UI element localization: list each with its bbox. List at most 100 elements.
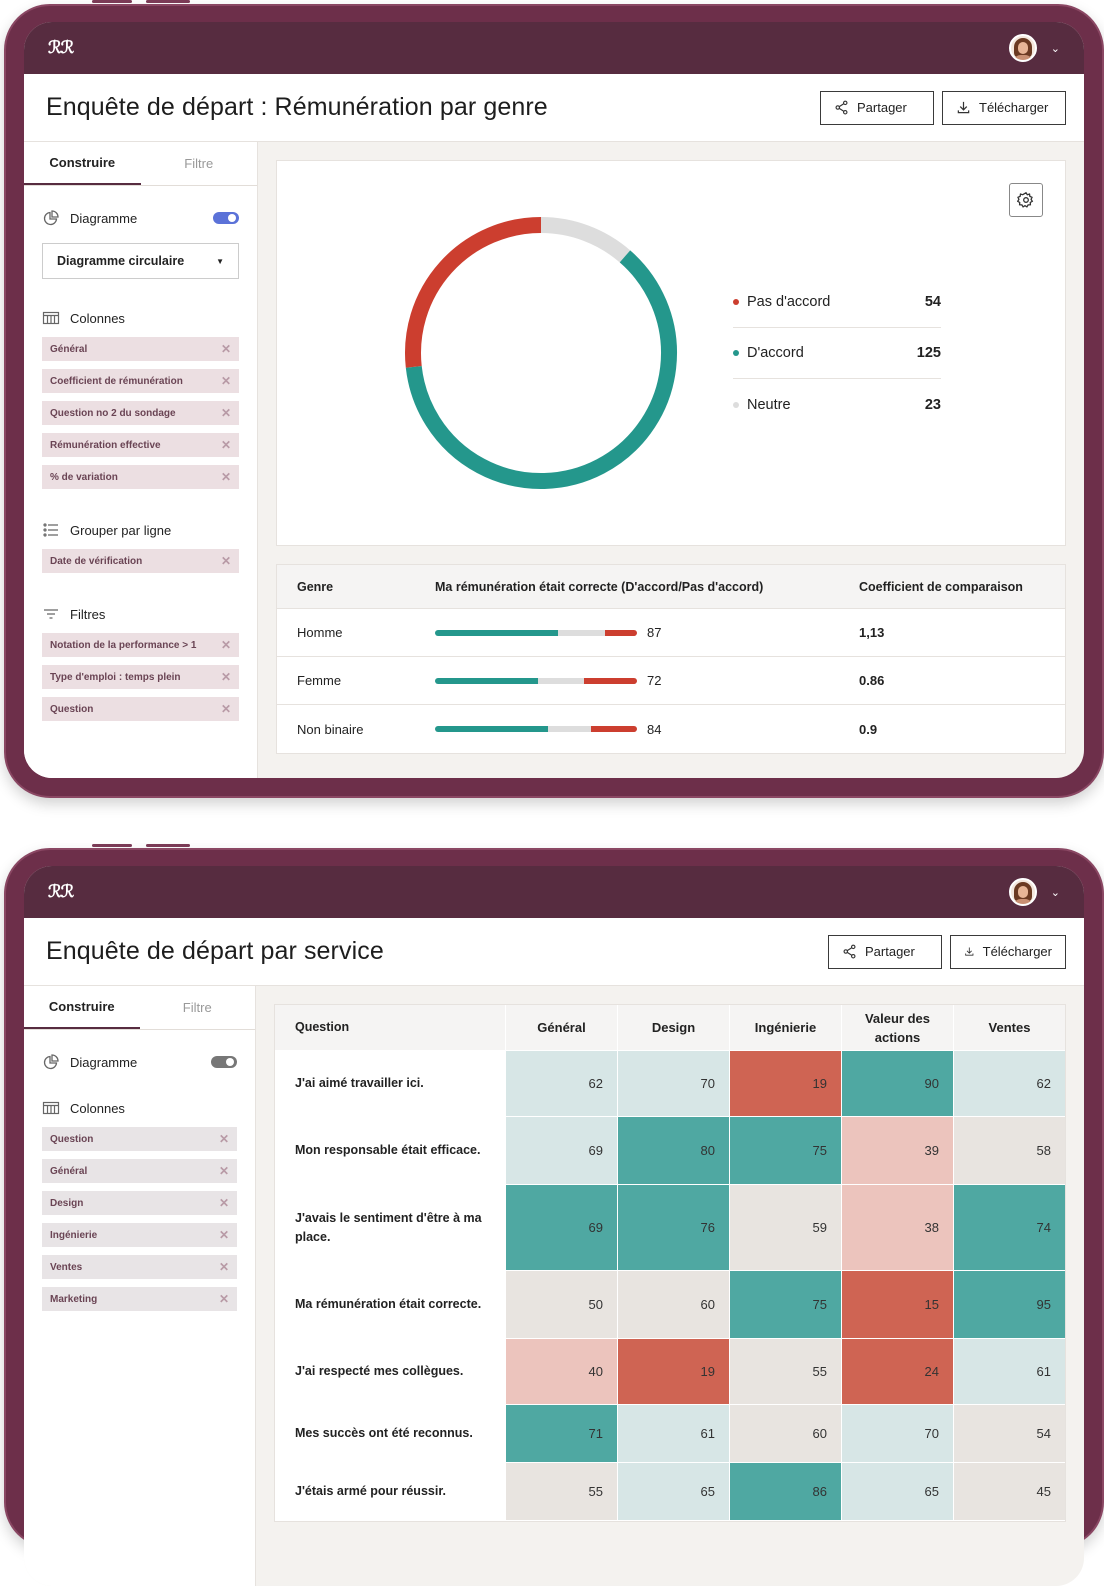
heatmap-cell[interactable]: 55 xyxy=(505,1463,617,1520)
heatmap-cell[interactable]: 69 xyxy=(505,1185,617,1270)
heatmap-cell[interactable]: 61 xyxy=(617,1405,729,1462)
heatmap-cell[interactable]: 59 xyxy=(729,1185,841,1270)
heatmap-cell[interactable]: 40 xyxy=(505,1339,617,1404)
share-button[interactable]: Partager xyxy=(828,934,942,969)
filter-chip[interactable]: Question ✕ xyxy=(42,697,239,721)
heatmap-cell[interactable]: 90 xyxy=(841,1051,953,1116)
table-row[interactable]: Femme 72 0.86 xyxy=(277,657,1065,705)
heatmap-cell[interactable]: 86 xyxy=(729,1463,841,1520)
close-icon[interactable]: ✕ xyxy=(220,670,231,684)
tab-construire[interactable]: Construire xyxy=(24,142,141,185)
column-chip[interactable]: % de variation ✕ xyxy=(42,465,239,489)
close-icon[interactable]: ✕ xyxy=(220,638,231,652)
donut-slice-2[interactable] xyxy=(540,217,631,263)
tab-filtre[interactable]: Filtre xyxy=(182,1000,212,1015)
heatmap-cell[interactable]: 70 xyxy=(841,1405,953,1462)
table-row[interactable]: Ma rémunération était correcte. 50 60 75 15 9… xyxy=(275,1271,1065,1339)
heatmap-cell[interactable]: 76 xyxy=(617,1185,729,1270)
user-menu[interactable]: ⌄ xyxy=(1008,878,1060,906)
tab-filtre[interactable]: Filtre xyxy=(184,156,214,171)
group-chip[interactable]: Date de vérification ✕ xyxy=(42,549,239,573)
heatmap-cell[interactable]: 75 xyxy=(729,1117,841,1184)
app-logo[interactable]: ℛℛ xyxy=(48,38,74,58)
column-chip[interactable]: Général ✕ xyxy=(42,1159,237,1183)
table-row[interactable]: J'ai aimé travailler ici. 62 70 19 90 62 xyxy=(275,1051,1065,1117)
app-logo[interactable]: ℛℛ xyxy=(48,882,74,902)
close-icon[interactable]: ✕ xyxy=(218,1228,229,1242)
chevron-down-icon[interactable]: ⌄ xyxy=(1050,886,1060,899)
heatmap-cell[interactable]: 39 xyxy=(841,1117,953,1184)
heatmap-cell[interactable]: 38 xyxy=(841,1185,953,1270)
close-icon[interactable]: ✕ xyxy=(218,1260,229,1274)
heatmap-cell[interactable]: 75 xyxy=(729,1271,841,1338)
heatmap-cell[interactable]: 65 xyxy=(841,1463,953,1520)
heatmap-cell[interactable]: 71 xyxy=(505,1405,617,1462)
donut-slice-0[interactable] xyxy=(405,217,542,368)
close-icon[interactable]: ✕ xyxy=(220,554,231,568)
heatmap-cell[interactable]: 55 xyxy=(729,1339,841,1404)
download-button[interactable]: Télécharger xyxy=(942,90,1066,125)
share-button[interactable]: Partager xyxy=(820,90,934,125)
close-icon[interactable]: ✕ xyxy=(218,1132,229,1146)
column-chip[interactable]: Général ✕ xyxy=(42,337,239,361)
heatmap-cell[interactable]: 24 xyxy=(841,1339,953,1404)
heatmap-cell[interactable]: 65 xyxy=(617,1463,729,1520)
heatmap-cell[interactable]: 19 xyxy=(617,1339,729,1404)
column-chip[interactable]: Ventes ✕ xyxy=(42,1255,237,1279)
table-row[interactable]: J'ai respecté mes collègues. 40 19 55 24 61 xyxy=(275,1339,1065,1405)
close-icon[interactable]: ✕ xyxy=(220,342,231,356)
column-chip[interactable]: Question ✕ xyxy=(42,1127,237,1151)
legend-label: D'accord xyxy=(747,345,804,361)
table-row[interactable]: J'avais le sentiment d'être à ma place. 6… xyxy=(275,1185,1065,1271)
heatmap-cell[interactable]: 19 xyxy=(729,1051,841,1116)
heatmap-cell[interactable]: 70 xyxy=(617,1051,729,1116)
heatmap-cell[interactable]: 54 xyxy=(953,1405,1065,1462)
settings-button[interactable] xyxy=(1009,183,1043,217)
close-icon[interactable]: ✕ xyxy=(220,470,231,484)
heatmap-cell[interactable]: 61 xyxy=(953,1339,1065,1404)
heatmap-cell[interactable]: 50 xyxy=(505,1271,617,1338)
chart-toggle[interactable] xyxy=(213,212,239,224)
close-icon[interactable]: ✕ xyxy=(218,1164,229,1178)
table-row[interactable]: Mes succès ont été reconnus. 71 61 60 70 54 xyxy=(275,1405,1065,1463)
close-icon[interactable]: ✕ xyxy=(218,1196,229,1210)
close-icon[interactable]: ✕ xyxy=(220,438,231,452)
table-row[interactable]: J'étais armé pour réussir. 55 65 86 65 45 xyxy=(275,1463,1065,1521)
donut-slice-1[interactable] xyxy=(405,250,677,489)
heatmap-cell[interactable]: 62 xyxy=(505,1051,617,1116)
heatmap-cell[interactable]: 80 xyxy=(617,1117,729,1184)
chart-section-label: Diagramme xyxy=(70,1054,138,1070)
close-icon[interactable]: ✕ xyxy=(218,1292,229,1306)
avatar[interactable] xyxy=(1008,34,1037,62)
filter-chip[interactable]: Type d'emploi : temps plein ✕ xyxy=(42,665,239,689)
column-chip[interactable]: Marketing ✕ xyxy=(42,1287,237,1311)
column-chip[interactable]: Question no 2 du sondage ✕ xyxy=(42,401,239,425)
chart-type-select[interactable]: Diagramme circulaire ▼ xyxy=(42,243,239,279)
table-row[interactable]: Mon responsable était efficace. 69 80 75 39 5… xyxy=(275,1117,1065,1185)
chevron-down-icon[interactable]: ⌄ xyxy=(1050,42,1060,55)
tab-construire[interactable]: Construire xyxy=(24,986,140,1029)
table-row[interactable]: Homme 87 1,13 xyxy=(277,609,1065,657)
heatmap-cell[interactable]: 95 xyxy=(953,1271,1065,1338)
close-icon[interactable]: ✕ xyxy=(220,406,231,420)
chart-toggle[interactable] xyxy=(211,1056,237,1068)
heatmap-cell[interactable]: 60 xyxy=(617,1271,729,1338)
column-chip[interactable]: Rémunération effective ✕ xyxy=(42,433,239,457)
close-icon[interactable]: ✕ xyxy=(220,702,231,716)
column-chip[interactable]: Coefficient de rémunération ✕ xyxy=(42,369,239,393)
heatmap-cell[interactable]: 60 xyxy=(729,1405,841,1462)
heatmap-cell[interactable]: 58 xyxy=(953,1117,1065,1184)
filter-chip[interactable]: Notation de la performance > 1 ✕ xyxy=(42,633,239,657)
column-chip[interactable]: Ingénierie ✕ xyxy=(42,1223,237,1247)
heatmap-cell[interactable]: 69 xyxy=(505,1117,617,1184)
table-row[interactable]: Non binaire 84 0.9 xyxy=(277,705,1065,753)
avatar[interactable] xyxy=(1008,878,1037,906)
user-menu[interactable]: ⌄ xyxy=(1008,34,1060,62)
download-button[interactable]: Télécharger xyxy=(950,934,1066,969)
heatmap-cell[interactable]: 45 xyxy=(953,1463,1065,1520)
heatmap-cell[interactable]: 62 xyxy=(953,1051,1065,1116)
heatmap-cell[interactable]: 15 xyxy=(841,1271,953,1338)
column-chip[interactable]: Design ✕ xyxy=(42,1191,237,1215)
close-icon[interactable]: ✕ xyxy=(220,374,231,388)
heatmap-cell[interactable]: 74 xyxy=(953,1185,1065,1270)
